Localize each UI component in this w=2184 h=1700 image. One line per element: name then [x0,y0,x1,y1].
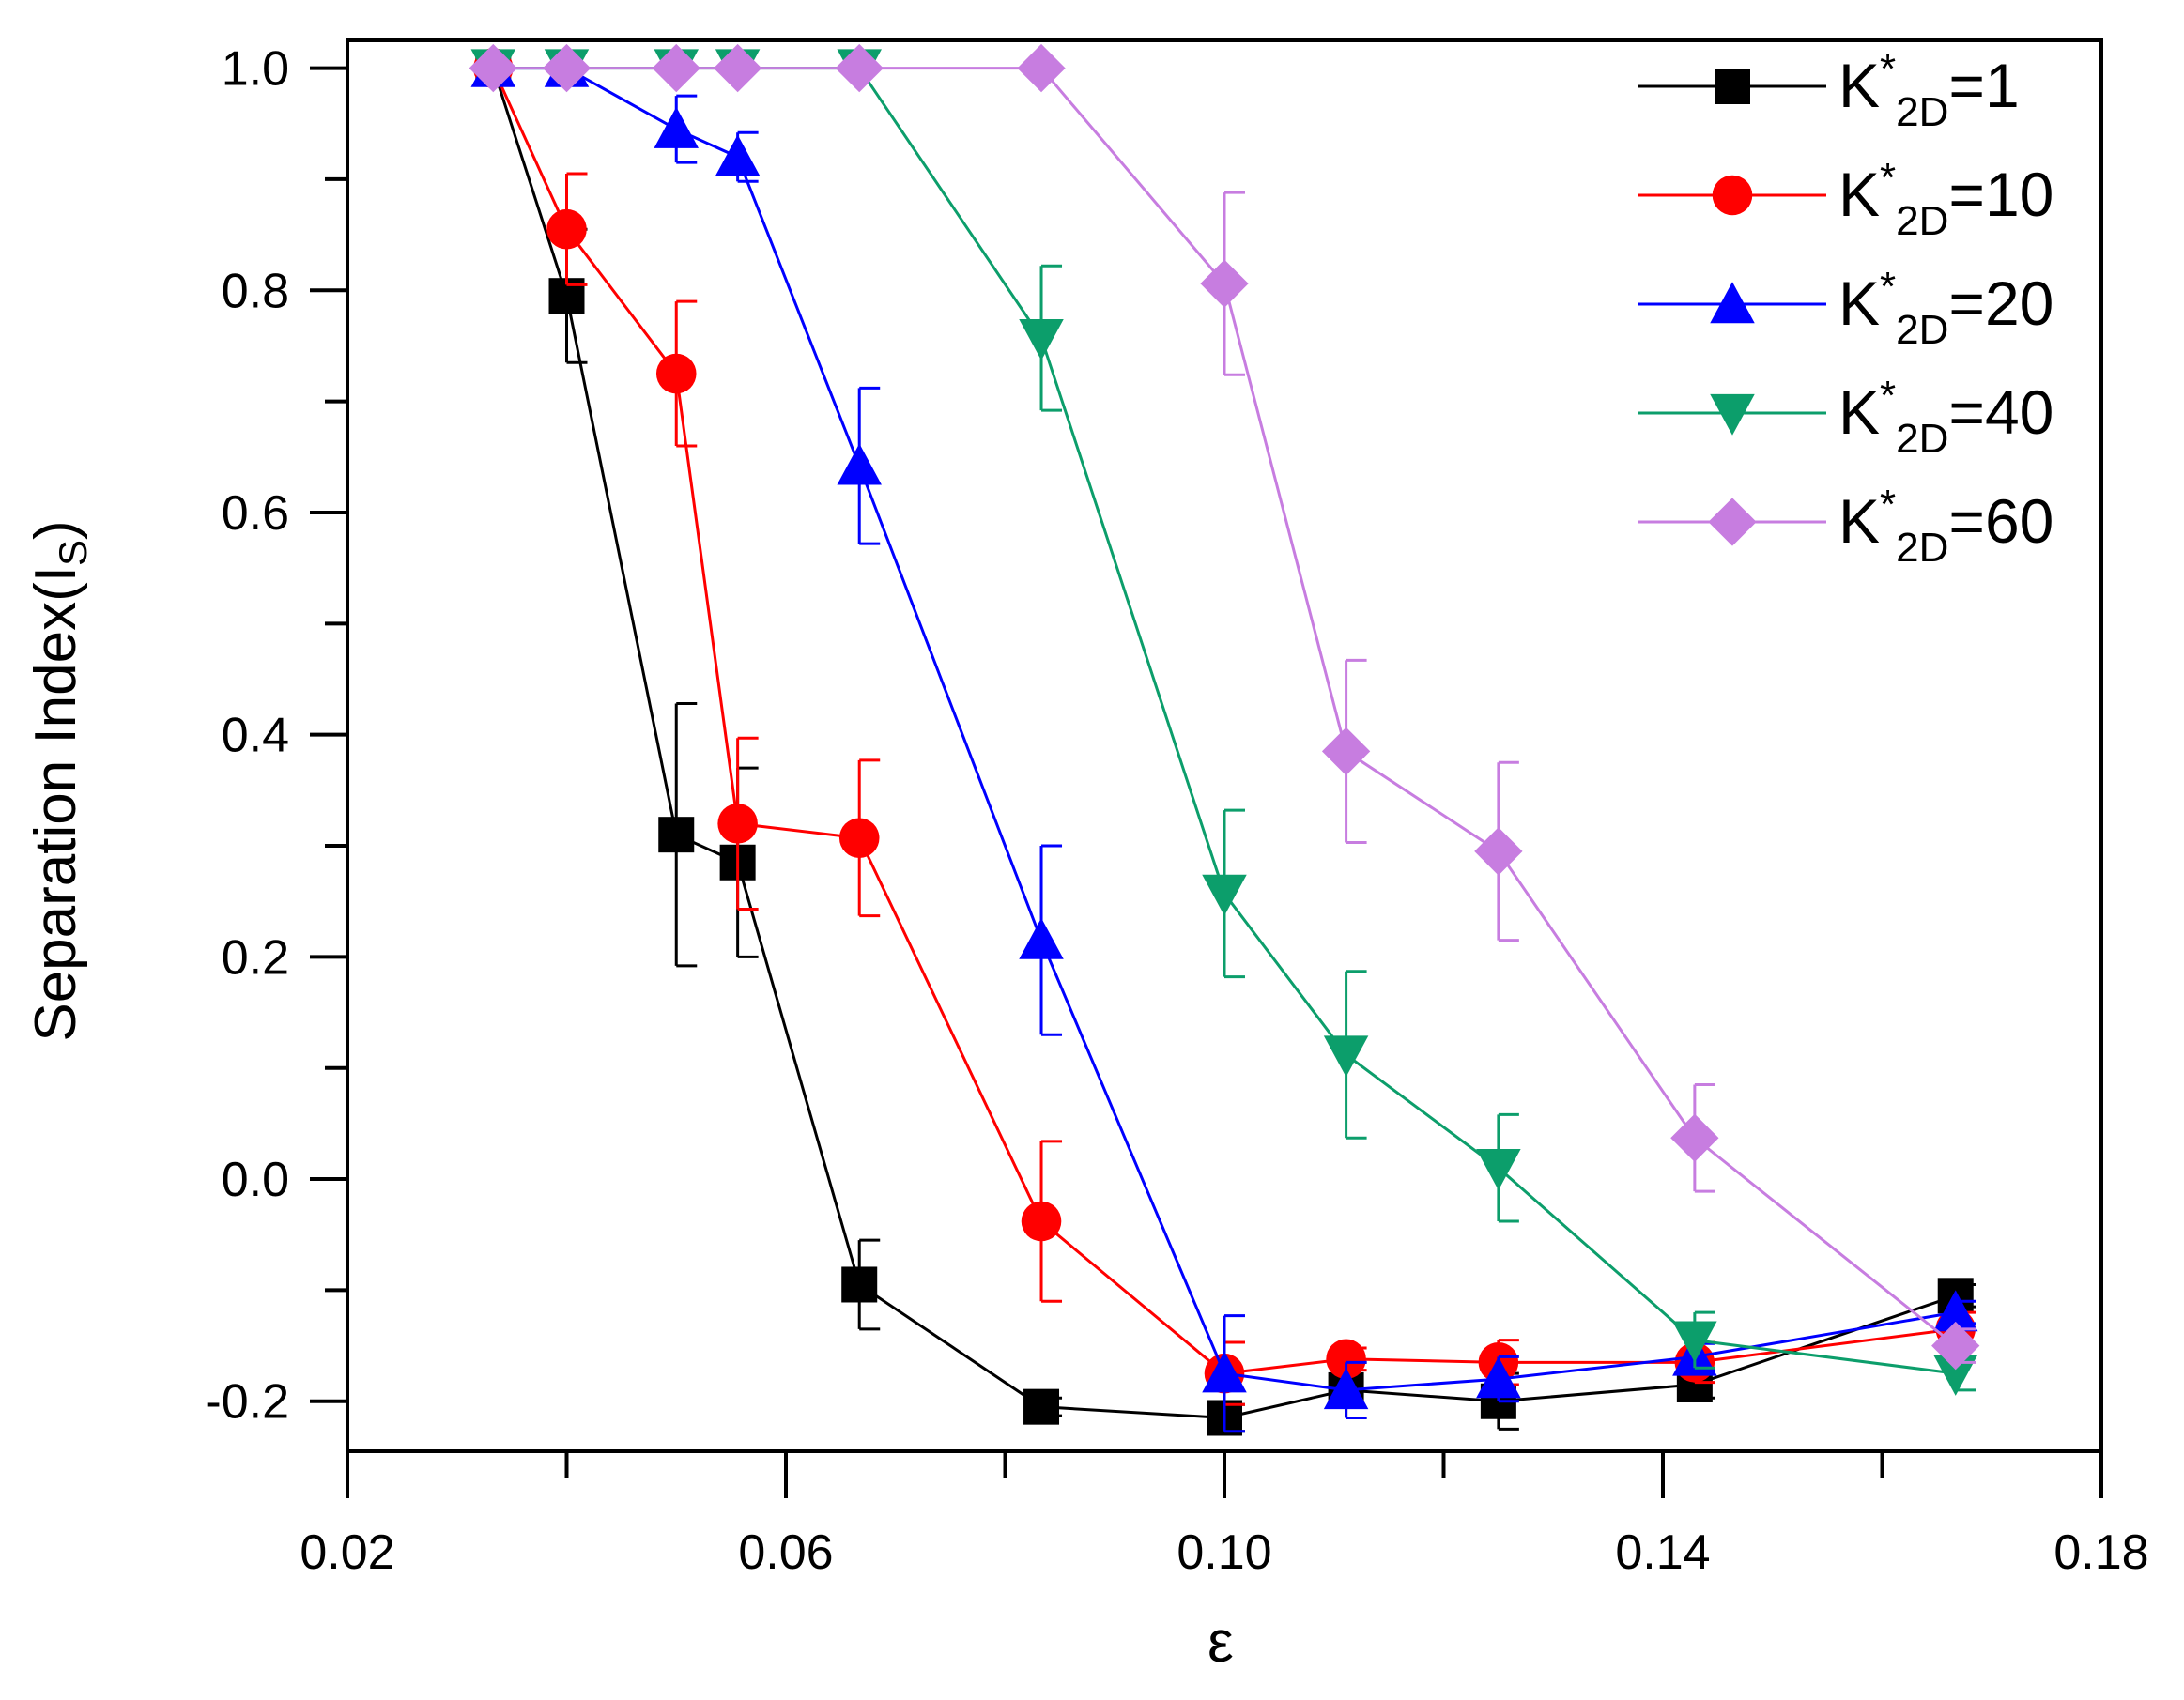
x-axis-title: ε [1207,1610,1234,1675]
legend-label-part: =60 [1948,486,2053,556]
data-point [835,43,884,93]
data-point [1023,1388,1060,1425]
legend-marker [1712,175,1753,216]
legend-label: K*2D=10 [1838,155,2053,244]
data-point [1932,1354,1978,1396]
y-axis-title-subscript: S [51,540,95,566]
legend: K*2D=1K*2D=10K*2D=20K*2D=40K*2D=60 [1638,46,2053,571]
data-point [1476,1149,1521,1190]
data-point [1670,1113,1719,1162]
legend-label-part: 2D [1896,525,1948,571]
legend-label-part: K [1838,486,1880,556]
data-point [1019,318,1064,360]
y-tick-label: 0.4 [222,709,289,763]
data-point [654,106,699,148]
legend-marker [1708,498,1757,546]
y-tick-label: 0.8 [222,264,289,318]
data-point [841,1266,878,1303]
data-point [1202,874,1247,916]
x-tick-label: 0.14 [1615,1525,1710,1580]
data-point [1019,917,1064,959]
legend-label: K*2D=40 [1838,373,2053,462]
data-point [652,43,700,93]
data-point [1931,1321,1980,1371]
legend-label-part: K [1838,268,1880,338]
legend-label: K*2D=20 [1838,264,2053,353]
data-point [1326,1339,1366,1380]
legend-item: K*2D=1 [1638,46,2020,135]
legend-item: K*2D=10 [1638,155,2053,244]
legend-label-part: 2D [1896,307,1948,353]
y-axis-title-main: Separation Index(I [23,566,88,1042]
legend-marker [1710,393,1755,436]
data-point [1476,1356,1521,1399]
data-point [542,43,592,93]
y-axis-title-close: ) [23,520,88,540]
legend-label-part: =10 [1948,160,2053,229]
legend-marker [1710,282,1755,324]
data-point [1474,827,1523,876]
data-point [837,443,882,485]
legend-label-part: =20 [1948,268,2053,338]
data-point [469,43,517,93]
x-tick-label: 0.06 [738,1525,833,1580]
data-point [1200,259,1249,308]
legend-label-part: =1 [1948,51,2019,120]
x-axis-ticks: 0.02 0.06 0.10 0.14 0.18 [300,1451,2149,1580]
legend-label-part: K [1838,377,1880,447]
x-tick-label: 0.02 [300,1525,394,1580]
data-point [1323,1368,1369,1410]
legend-label-part: 2D [1896,89,1948,135]
y-tick-label: 0.0 [222,1153,289,1207]
legend-label-part: * [1880,155,1896,201]
legend-label-part: K [1838,51,1880,120]
plot-area [469,43,1980,1436]
y-tick-label: 0.2 [222,930,289,985]
legend-label-part: 2D [1896,198,1948,244]
data-point [1323,1035,1369,1078]
data-point [715,134,761,176]
legend-item: K*2D=40 [1638,373,2053,462]
legend-label-part: * [1880,482,1896,528]
y-axis-ticks: -0.2 0.0 0.2 0.4 0.6 0.8 1.0 [205,42,347,1430]
data-point [1202,1351,1247,1393]
legend-label-part: * [1880,46,1896,92]
legend-item: K*2D=60 [1638,482,2053,571]
y-tick-label: 0.6 [222,486,289,541]
legend-label-part: * [1880,373,1896,419]
legend-label: K*2D=60 [1838,482,2053,571]
legend-item: K*2D=20 [1638,264,2053,353]
legend-label-part: K [1838,160,1880,229]
data-point [1017,43,1066,93]
data-point [1021,1201,1062,1242]
data-point [655,353,697,394]
data-point [713,43,762,93]
legend-label-part: 2D [1896,416,1948,462]
legend-label-part: =40 [1948,377,2053,447]
x-tick-label: 0.10 [1177,1525,1271,1580]
series-5 [469,43,1980,1371]
y-axis-title: Separation Index(IS) [23,520,95,1041]
data-point [838,818,880,859]
x-tick-label: 0.18 [2053,1525,2148,1580]
legend-label: K*2D=1 [1838,46,2020,135]
data-point [1321,727,1371,776]
y-tick-label: -0.2 [205,1375,289,1430]
data-point [1932,1290,1978,1332]
y-tick-label: 1.0 [222,42,289,97]
data-point [546,208,587,250]
legend-label-part: * [1880,264,1896,310]
legend-marker [1715,69,1750,104]
data-point [658,817,695,853]
data-point [1672,1321,1717,1363]
data-point [717,804,758,844]
